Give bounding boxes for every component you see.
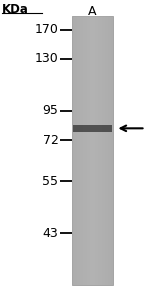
Bar xyxy=(105,16,106,285)
Bar xyxy=(96,16,97,285)
Bar xyxy=(87,16,88,285)
Bar xyxy=(84,16,85,285)
Bar xyxy=(91,16,92,285)
Bar xyxy=(104,16,105,285)
Bar xyxy=(86,16,87,285)
Bar xyxy=(92,16,93,285)
Bar xyxy=(79,16,80,285)
Bar xyxy=(83,16,84,285)
Bar xyxy=(108,16,110,285)
Bar xyxy=(72,16,73,285)
Text: 43: 43 xyxy=(43,227,58,240)
Text: 95: 95 xyxy=(43,104,58,117)
Bar xyxy=(95,16,96,285)
Bar xyxy=(107,16,108,285)
Bar xyxy=(94,16,95,285)
Bar xyxy=(110,16,111,285)
Bar xyxy=(82,16,83,285)
Bar xyxy=(93,16,94,285)
Text: KDa: KDa xyxy=(2,3,28,16)
Bar xyxy=(97,16,98,285)
Text: 130: 130 xyxy=(35,53,58,65)
Text: 72: 72 xyxy=(43,134,58,147)
Bar xyxy=(85,16,86,285)
Bar xyxy=(73,125,112,132)
Text: 55: 55 xyxy=(42,175,58,188)
Text: A: A xyxy=(88,5,96,18)
Bar xyxy=(106,16,107,285)
Bar xyxy=(89,16,90,285)
Bar xyxy=(103,16,104,285)
Bar xyxy=(99,16,100,285)
Bar xyxy=(77,16,78,285)
Bar xyxy=(81,16,82,285)
Bar xyxy=(90,16,91,285)
Bar xyxy=(102,16,103,285)
Bar xyxy=(100,16,101,285)
Bar xyxy=(76,16,77,285)
Bar xyxy=(98,16,99,285)
Text: 170: 170 xyxy=(35,23,58,36)
Bar xyxy=(78,16,79,285)
Bar xyxy=(73,16,74,285)
Bar xyxy=(110,16,111,285)
Bar xyxy=(101,16,102,285)
Bar xyxy=(88,16,89,285)
Bar xyxy=(111,16,112,285)
Bar xyxy=(75,16,76,285)
Bar xyxy=(72,16,112,285)
Bar xyxy=(80,16,81,285)
Bar xyxy=(74,16,75,285)
